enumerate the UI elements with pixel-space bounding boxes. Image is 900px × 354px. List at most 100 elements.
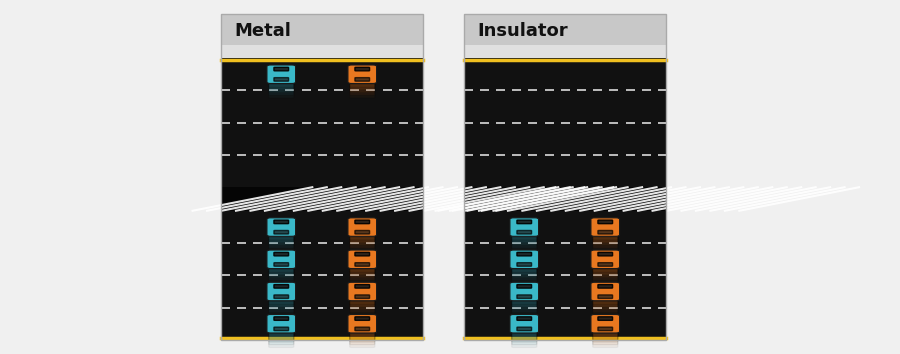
FancyBboxPatch shape <box>593 232 617 242</box>
FancyBboxPatch shape <box>598 295 613 298</box>
Text: Insulator: Insulator <box>478 22 568 40</box>
FancyBboxPatch shape <box>269 79 293 90</box>
FancyBboxPatch shape <box>269 331 293 342</box>
FancyBboxPatch shape <box>517 295 532 298</box>
FancyBboxPatch shape <box>269 326 293 337</box>
FancyBboxPatch shape <box>269 82 293 92</box>
FancyBboxPatch shape <box>350 269 374 280</box>
FancyBboxPatch shape <box>512 326 536 337</box>
FancyBboxPatch shape <box>512 264 536 275</box>
FancyBboxPatch shape <box>350 331 374 342</box>
FancyBboxPatch shape <box>355 220 370 224</box>
FancyBboxPatch shape <box>591 250 619 269</box>
FancyBboxPatch shape <box>267 282 295 301</box>
FancyBboxPatch shape <box>598 317 613 320</box>
FancyBboxPatch shape <box>510 282 538 301</box>
FancyBboxPatch shape <box>593 229 617 240</box>
FancyBboxPatch shape <box>269 84 293 95</box>
Text: Metal: Metal <box>235 22 292 40</box>
FancyBboxPatch shape <box>512 302 536 313</box>
FancyBboxPatch shape <box>593 302 617 313</box>
FancyBboxPatch shape <box>269 232 293 242</box>
FancyBboxPatch shape <box>598 263 613 266</box>
FancyBboxPatch shape <box>348 218 376 236</box>
FancyBboxPatch shape <box>512 299 536 310</box>
FancyBboxPatch shape <box>355 67 370 71</box>
FancyBboxPatch shape <box>269 329 293 339</box>
FancyBboxPatch shape <box>512 261 536 272</box>
FancyBboxPatch shape <box>350 334 374 345</box>
FancyBboxPatch shape <box>593 234 617 245</box>
Bar <box>464 58 666 340</box>
FancyBboxPatch shape <box>350 293 374 304</box>
FancyBboxPatch shape <box>269 334 293 345</box>
Bar <box>220 14 423 340</box>
FancyBboxPatch shape <box>591 314 619 333</box>
FancyBboxPatch shape <box>517 220 532 224</box>
FancyBboxPatch shape <box>517 327 532 331</box>
FancyBboxPatch shape <box>593 329 617 339</box>
FancyBboxPatch shape <box>274 67 289 71</box>
FancyBboxPatch shape <box>267 314 295 333</box>
FancyBboxPatch shape <box>598 327 613 331</box>
FancyBboxPatch shape <box>517 230 532 234</box>
FancyBboxPatch shape <box>598 220 613 224</box>
FancyBboxPatch shape <box>510 250 538 269</box>
FancyBboxPatch shape <box>269 299 293 310</box>
FancyBboxPatch shape <box>350 267 374 278</box>
FancyBboxPatch shape <box>274 252 289 256</box>
FancyBboxPatch shape <box>355 78 370 81</box>
Bar <box>220 58 423 340</box>
FancyBboxPatch shape <box>348 282 376 301</box>
Bar <box>220 14 423 45</box>
FancyBboxPatch shape <box>355 252 370 256</box>
FancyBboxPatch shape <box>593 296 617 307</box>
FancyBboxPatch shape <box>274 295 289 298</box>
FancyBboxPatch shape <box>512 229 536 240</box>
FancyBboxPatch shape <box>348 314 376 333</box>
FancyBboxPatch shape <box>269 261 293 272</box>
FancyBboxPatch shape <box>350 79 374 90</box>
Bar <box>464 45 666 58</box>
FancyBboxPatch shape <box>593 237 617 248</box>
FancyBboxPatch shape <box>593 299 617 310</box>
FancyBboxPatch shape <box>274 317 289 320</box>
FancyBboxPatch shape <box>593 267 617 278</box>
FancyBboxPatch shape <box>512 329 536 339</box>
FancyBboxPatch shape <box>350 264 374 275</box>
FancyBboxPatch shape <box>269 269 293 280</box>
FancyBboxPatch shape <box>350 84 374 95</box>
FancyBboxPatch shape <box>350 261 374 272</box>
FancyBboxPatch shape <box>591 282 619 301</box>
FancyBboxPatch shape <box>512 293 536 304</box>
FancyBboxPatch shape <box>510 314 538 333</box>
FancyBboxPatch shape <box>512 334 536 345</box>
FancyBboxPatch shape <box>350 229 374 240</box>
FancyBboxPatch shape <box>350 329 374 339</box>
FancyBboxPatch shape <box>355 263 370 266</box>
FancyBboxPatch shape <box>510 218 538 236</box>
FancyBboxPatch shape <box>598 252 613 256</box>
FancyBboxPatch shape <box>267 250 295 269</box>
FancyBboxPatch shape <box>274 230 289 234</box>
FancyBboxPatch shape <box>355 230 370 234</box>
FancyBboxPatch shape <box>517 285 532 288</box>
FancyBboxPatch shape <box>267 65 295 84</box>
FancyBboxPatch shape <box>348 65 376 84</box>
Bar <box>464 14 666 340</box>
FancyBboxPatch shape <box>274 220 289 224</box>
FancyBboxPatch shape <box>274 285 289 288</box>
FancyBboxPatch shape <box>269 229 293 240</box>
FancyBboxPatch shape <box>267 218 295 236</box>
FancyBboxPatch shape <box>350 234 374 245</box>
FancyBboxPatch shape <box>512 234 536 245</box>
FancyBboxPatch shape <box>269 267 293 278</box>
FancyBboxPatch shape <box>355 317 370 320</box>
Bar <box>464 14 666 45</box>
FancyBboxPatch shape <box>269 237 293 248</box>
FancyBboxPatch shape <box>350 237 374 248</box>
FancyBboxPatch shape <box>512 237 536 248</box>
FancyBboxPatch shape <box>355 285 370 288</box>
FancyBboxPatch shape <box>350 296 374 307</box>
FancyBboxPatch shape <box>517 252 532 256</box>
